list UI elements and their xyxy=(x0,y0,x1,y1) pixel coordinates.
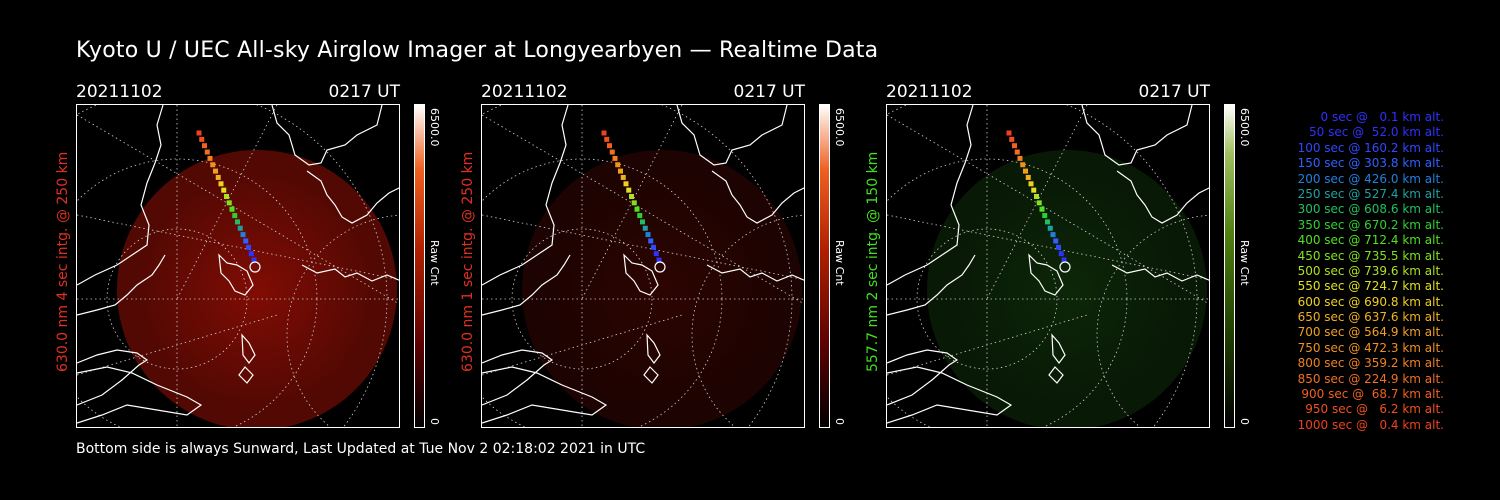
legend-row: 600 sec @ 690.8 km alt. xyxy=(1297,294,1444,309)
legend-row: 0 sec @ 0.1 km alt. xyxy=(1320,110,1445,124)
panel-3-image xyxy=(886,104,1210,428)
legend-row: 700 sec @ 564.9 km alt. xyxy=(1297,325,1444,340)
panel-1-colorbar-min: 0 xyxy=(428,418,441,425)
panel-1-colorbar xyxy=(414,104,425,428)
legend-row: 500 sec @ 739.6 km alt. xyxy=(1297,263,1444,278)
panel-2-side-label: 630.0 nm 1 sec intg. @ 250 km xyxy=(460,151,476,372)
panel-2-image xyxy=(481,104,805,428)
panel-1-colorbar-unit: Raw Cnt xyxy=(428,240,441,286)
legend-row: 900 sec @ 68.7 km alt. xyxy=(1301,387,1444,402)
legend-row: 350 sec @ 670.2 km alt. xyxy=(1297,217,1444,232)
legend-row: 950 sec @ 6.2 km alt. xyxy=(1305,402,1444,417)
footer-status: Bottom side is always Sunward, Last Upda… xyxy=(76,441,646,457)
trajectory-legend: 0 sec @ 0.1 km alt. 50 sec @ 52.0 km alt.… xyxy=(1262,110,1444,433)
legend-row: 150 sec @ 303.8 km alt. xyxy=(1297,156,1444,171)
panel-3-colorbar xyxy=(1224,104,1235,428)
panel-1-date: 20211102 xyxy=(76,82,163,102)
panel-2-colorbar-unit: Raw Cnt xyxy=(833,240,846,286)
panel-3-side-label: 557.7 nm 2 sec intg. @ 150 km xyxy=(865,151,881,372)
page-title: Kyoto U / UEC All-sky Airglow Imager at … xyxy=(76,38,879,63)
legend-row: 750 sec @ 472.3 km alt. xyxy=(1297,340,1444,355)
panel-2-date: 20211102 xyxy=(481,82,568,102)
legend-row: 800 sec @ 359.2 km alt. xyxy=(1297,356,1444,371)
panel-3-colorbar-min: 0 xyxy=(1238,418,1251,425)
legend-row: 300 sec @ 608.6 km alt. xyxy=(1297,202,1444,217)
legend-row: 650 sec @ 637.6 km alt. xyxy=(1297,310,1444,325)
panel-1-colorbar-max: 6500.0 xyxy=(428,108,441,147)
panel-1-time: 0217 UT xyxy=(328,82,401,102)
legend-row: 850 sec @ 224.9 km alt. xyxy=(1297,371,1444,386)
panel-3-colorbar-max: 6500.0 xyxy=(1238,108,1251,147)
legend-row: 200 sec @ 426.0 km alt. xyxy=(1297,171,1444,186)
legend-row: 100 sec @ 160.2 km alt. xyxy=(1297,140,1444,155)
panel-2-colorbar xyxy=(819,104,830,428)
panel-2-colorbar-max: 6500.0 xyxy=(833,108,846,147)
panel-1-image xyxy=(76,104,400,428)
legend-row: 400 sec @ 712.4 km alt. xyxy=(1297,233,1444,248)
legend-row: 1000 sec @ 0.4 km alt. xyxy=(1297,417,1444,432)
panel-3-time: 0217 UT xyxy=(1138,82,1211,102)
legend-row: 250 sec @ 527.4 km alt. xyxy=(1297,186,1444,201)
panel-3-colorbar-unit: Raw Cnt xyxy=(1238,240,1251,286)
panel-1-side-label: 630.0 nm 4 sec intg. @ 250 km xyxy=(55,151,71,372)
legend-row: 450 sec @ 735.5 km alt. xyxy=(1297,248,1444,263)
legend-row: 50 sec @ 52.0 km alt. xyxy=(1309,125,1444,140)
legend-row: 550 sec @ 724.7 km alt. xyxy=(1297,279,1444,294)
panel-3-date: 20211102 xyxy=(886,82,973,102)
panel-2-colorbar-min: 0 xyxy=(833,418,846,425)
panel-2-time: 0217 UT xyxy=(733,82,806,102)
